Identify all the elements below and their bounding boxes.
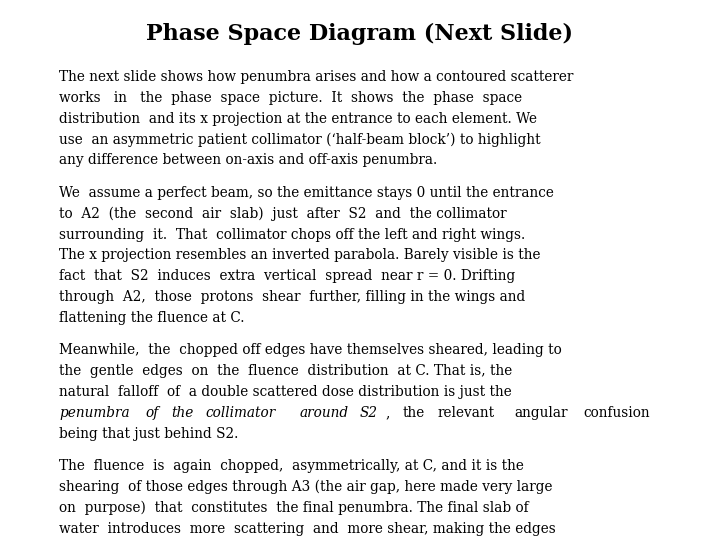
Text: S2: S2 [360,406,378,420]
Text: use  an asymmetric patient collimator (‘half-beam block’) to highlight: use an asymmetric patient collimator (‘h… [59,132,541,147]
Text: distribution  and its x projection at the entrance to each element. We: distribution and its x projection at the… [59,112,537,126]
Text: of: of [145,406,158,420]
Text: Meanwhile,  the  chopped off edges have themselves sheared, leading to: Meanwhile, the chopped off edges have th… [59,343,562,357]
Text: through  A2,  those  protons  shear  further, filling in the wings and: through A2, those protons shear further,… [59,290,526,304]
Text: surrounding  it.  That  collimator chops off the left and right wings.: surrounding it. That collimator chops of… [59,227,526,241]
Text: Phase Space Diagram (Next Slide): Phase Space Diagram (Next Slide) [146,23,574,45]
Text: fact  that  S2  induces  extra  vertical  spread  near r = 0. Drifting: fact that S2 induces extra vertical spre… [59,269,516,283]
Text: flattening the fluence at C.: flattening the fluence at C. [59,310,245,325]
Text: ,: , [386,406,390,420]
Text: the: the [171,406,193,420]
Text: natural  falloff  of  a double scattered dose distribution is just the: natural falloff of a double scattered do… [59,385,512,399]
Text: the  gentle  edges  on  the  fluence  distribution  at C. That is, the: the gentle edges on the fluence distribu… [59,364,513,378]
Text: around: around [300,406,349,420]
Text: angular: angular [515,406,568,420]
Text: The next slide shows how penumbra arises and how a contoured scatterer: The next slide shows how penumbra arises… [59,70,573,84]
Text: works   in   the  phase  space  picture.  It  shows  the  phase  space: works in the phase space picture. It sho… [59,91,522,105]
Text: confusion: confusion [584,406,650,420]
Text: We  assume a perfect beam, so the emittance stays 0 until the entrance: We assume a perfect beam, so the emittan… [59,186,554,200]
Text: The x projection resembles an inverted parabola. Barely visible is the: The x projection resembles an inverted p… [59,248,541,262]
Text: on  purpose)  that  constitutes  the final penumbra. The final slab of: on purpose) that constitutes the final p… [59,501,528,515]
Text: any difference between on-axis and off-axis penumbra.: any difference between on-axis and off-a… [59,153,437,167]
Text: to  A2  (the  second  air  slab)  just  after  S2  and  the collimator: to A2 (the second air slab) just after S… [59,207,507,221]
Text: water  introduces  more  scattering  and  more shear, making the edges: water introduces more scattering and mor… [59,522,556,536]
Text: shearing  of those edges through A3 (the air gap, here made very large: shearing of those edges through A3 (the … [59,480,552,495]
Text: penumbra: penumbra [59,406,130,420]
Text: relevant: relevant [437,406,495,420]
Text: being that just behind S2.: being that just behind S2. [59,427,238,441]
Text: collimator: collimator [205,406,276,420]
Text: The  fluence  is  again  chopped,  asymmetrically, at C, and it is the: The fluence is again chopped, asymmetric… [59,459,524,473]
Text: the: the [403,406,426,420]
